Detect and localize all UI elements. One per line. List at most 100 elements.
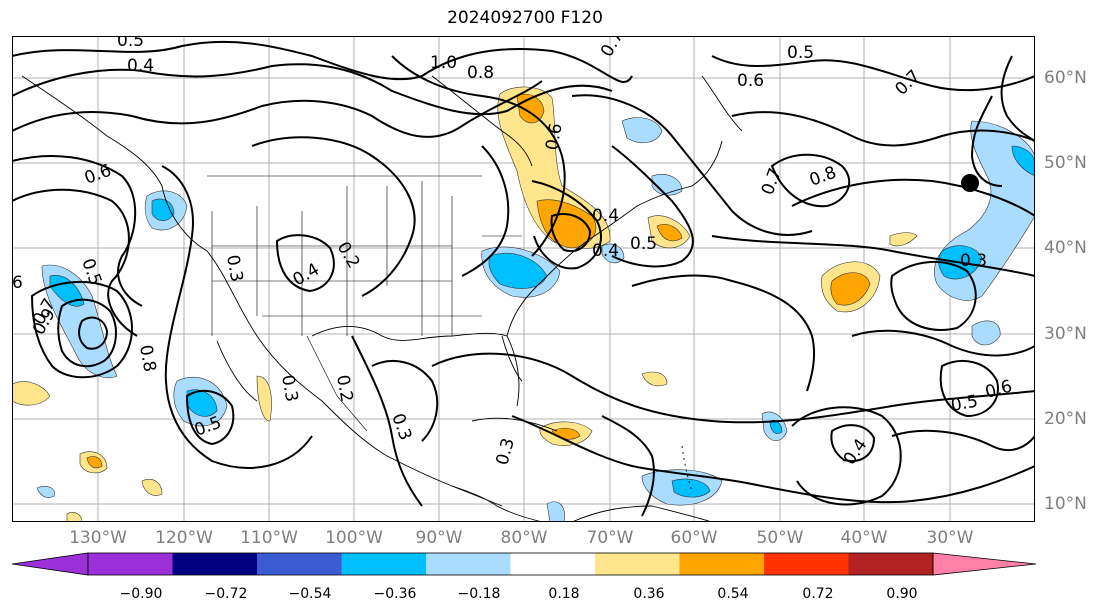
latitude-label: 10°N bbox=[1044, 494, 1087, 514]
longitude-label: 40°W bbox=[840, 528, 888, 548]
colorbar-tick-label: −0.36 bbox=[373, 586, 417, 602]
state-borders bbox=[207, 175, 522, 432]
south-america-coast bbox=[571, 505, 713, 522]
latitude-label: 40°N bbox=[1044, 238, 1087, 258]
contour-line bbox=[791, 406, 902, 506]
colorbar-segment bbox=[510, 553, 595, 575]
contour-line bbox=[711, 55, 1035, 92]
colorbar-segment bbox=[679, 553, 764, 575]
contour-label: 0.8 bbox=[467, 63, 494, 83]
contour-line bbox=[711, 235, 1035, 277]
longitude-label: 50°W bbox=[756, 528, 804, 548]
longitude-label: 90°W bbox=[415, 528, 463, 548]
contour-line bbox=[770, 153, 851, 208]
anomaly-blob-negative bbox=[971, 320, 1001, 346]
contour-label: 0.2 bbox=[332, 373, 356, 403]
contour-label: 0.3 bbox=[277, 373, 301, 403]
contour-label: 1.0 bbox=[430, 53, 457, 73]
contour-line bbox=[891, 429, 1035, 452]
contour-line bbox=[731, 111, 1035, 147]
contour-line bbox=[550, 213, 592, 252]
contour-label: 6 bbox=[12, 273, 23, 293]
contour-line bbox=[830, 424, 876, 462]
colorbar-segment bbox=[848, 553, 933, 575]
contour-label: 0.5 bbox=[949, 392, 979, 416]
anomaly-blob-positive bbox=[141, 478, 163, 496]
contour-line bbox=[12, 63, 613, 116]
anomaly-blob-positive-core bbox=[536, 199, 597, 249]
anomaly-blob-negative bbox=[36, 486, 55, 498]
contour-line bbox=[970, 95, 1003, 187]
anomaly-blob-positive-core bbox=[86, 456, 103, 469]
longitude-label: 60°W bbox=[670, 528, 718, 548]
contour-labels: 0.5 0.4 1.0 0.8 0.6 0.7 0.9 0.3 0.2 0.4 … bbox=[12, 36, 1014, 469]
longitude-label: 70°W bbox=[586, 528, 634, 548]
contour-label: 0.4 bbox=[127, 56, 154, 76]
colorbar-segment bbox=[764, 553, 849, 575]
anomaly-blob-positive bbox=[641, 371, 668, 387]
colorbar-tick-label: −0.90 bbox=[119, 586, 163, 602]
colorbar-low-extension bbox=[11, 552, 89, 576]
contour-label: 0.8 bbox=[135, 343, 159, 373]
contour-label: 0.5 bbox=[787, 43, 814, 63]
colorbar-tick-label: −0.18 bbox=[457, 586, 501, 602]
florida bbox=[501, 335, 523, 382]
contour-line bbox=[571, 94, 813, 236]
colorbar-tick-label: 0.54 bbox=[717, 586, 749, 602]
contour-label: 0.5 bbox=[630, 234, 657, 254]
contour-line bbox=[461, 145, 510, 277]
anomaly-blob-positive bbox=[256, 375, 272, 422]
contour-line bbox=[631, 274, 816, 392]
contour-line bbox=[12, 80, 543, 138]
contour-label: 0.6 bbox=[737, 71, 764, 91]
greenland-coast bbox=[701, 75, 743, 132]
baja bbox=[216, 340, 258, 402]
anomaly-blob-positive bbox=[12, 381, 51, 406]
contour-line bbox=[57, 298, 117, 368]
contour-line bbox=[851, 329, 1035, 357]
latitude-label: 20°N bbox=[1044, 409, 1087, 429]
anomaly-blob-negative-core bbox=[1011, 145, 1035, 177]
longitude-label: 120°W bbox=[155, 528, 213, 548]
contour-line bbox=[371, 360, 439, 442]
anomaly-blob-positive bbox=[889, 232, 918, 247]
contour-line bbox=[601, 415, 655, 517]
contour-line bbox=[511, 415, 1035, 504]
contour-line bbox=[890, 260, 977, 331]
contour-line bbox=[351, 335, 423, 507]
colorbar-tick-label: 0.36 bbox=[633, 586, 665, 602]
colorbar-tick-label: −0.54 bbox=[288, 586, 332, 602]
anomaly-blob-negative-core bbox=[151, 198, 175, 222]
colorbar-segment bbox=[257, 553, 342, 575]
contour-line bbox=[391, 55, 566, 257]
latitude-label: 60°N bbox=[1044, 68, 1087, 88]
central-america bbox=[451, 485, 543, 522]
map-title: 2024092700 F120 bbox=[447, 8, 603, 28]
lesser-antilles bbox=[681, 445, 693, 492]
north-america-west-coast bbox=[21, 75, 503, 507]
contour-line bbox=[1000, 55, 1035, 142]
contour-line bbox=[30, 280, 133, 379]
colorbar-tick-label: −0.72 bbox=[204, 586, 248, 602]
east-coast bbox=[506, 140, 723, 337]
contour-label: 0.6 bbox=[542, 122, 566, 152]
colorbar-tick-label: 0.90 bbox=[886, 586, 918, 602]
cuba bbox=[471, 417, 558, 432]
longitude-label: 80°W bbox=[500, 528, 548, 548]
colorbar-segment bbox=[426, 553, 511, 575]
location-marker bbox=[961, 174, 979, 192]
contour-label: 0.4 bbox=[592, 241, 619, 261]
colorbar bbox=[11, 552, 1037, 576]
contour-line bbox=[251, 136, 416, 297]
contour-line bbox=[161, 165, 313, 469]
contour-label: 0.4 bbox=[592, 206, 619, 226]
contour-line bbox=[791, 178, 1035, 217]
anomaly-blob-positive-core bbox=[830, 272, 871, 306]
longitude-label: 100°W bbox=[325, 528, 383, 548]
anomaly-blob-positive-core bbox=[656, 224, 683, 242]
colorbar-segment bbox=[341, 553, 426, 575]
anomaly-blob-negative-core bbox=[49, 275, 85, 307]
contour-label: 0.3 bbox=[222, 253, 246, 283]
anomaly-blob-positive bbox=[66, 512, 83, 522]
contour-line bbox=[531, 180, 602, 270]
